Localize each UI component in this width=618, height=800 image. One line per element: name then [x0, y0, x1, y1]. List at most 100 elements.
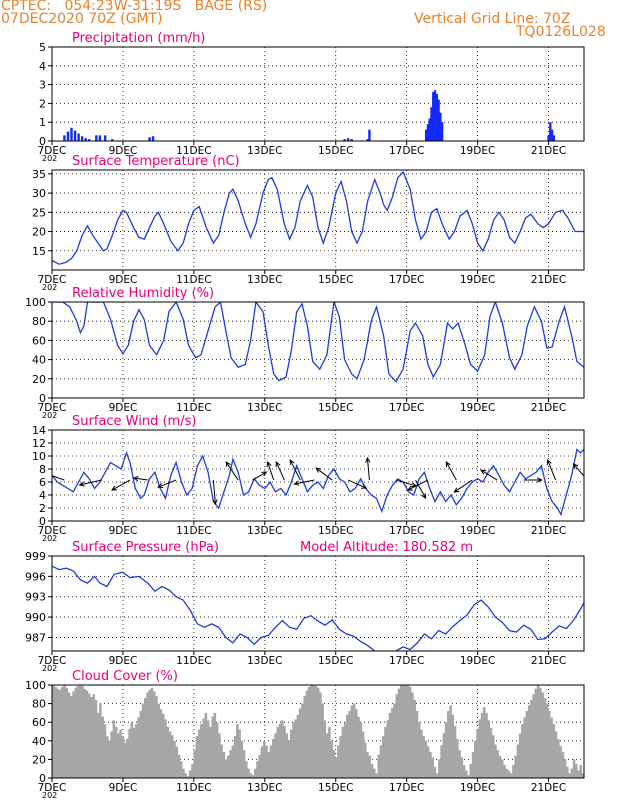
axis-year-stub: 202 — [42, 283, 57, 292]
y-tick-label: 987 — [25, 631, 46, 644]
y-tick-label: 2 — [39, 97, 46, 110]
cloud-bar — [516, 744, 520, 778]
axis-year-stub: 202 — [42, 154, 57, 163]
panel-1 — [48, 46, 585, 145]
cloud-bar — [552, 724, 556, 778]
precip-bar — [104, 135, 107, 141]
precip-bar — [70, 127, 73, 141]
cloud-bar — [566, 766, 569, 778]
wind-vector-head — [212, 499, 218, 506]
cloud-bar — [539, 687, 542, 778]
y-tick-label: 990 — [25, 611, 46, 624]
wind-vector-head — [546, 458, 552, 466]
cloud-bar — [195, 736, 199, 778]
cloud-bar — [168, 731, 172, 778]
cloud-bar — [119, 729, 122, 778]
wind-vector-head — [445, 461, 451, 468]
panel-frame — [51, 301, 585, 399]
run-date-label: 07DEC2020 70Z (GMT) — [1, 11, 163, 27]
cloud-bar — [177, 754, 181, 778]
precip-bar — [437, 99, 440, 141]
cloud-bar — [218, 733, 221, 778]
wind-vector — [225, 461, 239, 481]
precip-bar — [439, 112, 442, 141]
cloud-bar — [572, 759, 576, 778]
cloud-bar — [292, 722, 295, 778]
precip-bar — [84, 138, 87, 141]
panel-title: Surface Pressure (hPa) — [72, 540, 219, 555]
precip-bar — [63, 135, 66, 141]
cloud-bar — [343, 722, 347, 778]
cloud-bar — [56, 688, 60, 778]
wind-vector-head — [536, 477, 543, 483]
cloud-bar — [265, 745, 268, 778]
cloud-bar — [278, 724, 282, 778]
cloud-bar — [476, 729, 479, 778]
axis-year-stub: 202 — [42, 791, 57, 800]
wind-vector — [111, 479, 131, 491]
panel-title: Cloud Cover (%) — [72, 669, 178, 684]
cloud-bar — [114, 726, 118, 778]
cloud-bar — [242, 750, 246, 778]
station-header: CPTEC: 054:23W-31:19S BAGE (RS) — [1, 0, 268, 14]
x-tick-label: 11DEC — [176, 782, 211, 794]
cloud-bar — [229, 750, 232, 778]
panel-6 — [48, 684, 585, 782]
cloud-bar — [444, 722, 448, 778]
x-tick-label: 19DEC — [460, 525, 495, 537]
wind-vector-head — [406, 485, 413, 491]
precip-bar — [350, 139, 353, 141]
cloud-bar — [90, 697, 93, 778]
x-tick-label: 21DEC — [531, 402, 566, 414]
panel-title: Precipitation (mm/h) — [72, 31, 205, 46]
y-tick-label: 0 — [39, 772, 46, 785]
cloud-bar — [112, 720, 116, 778]
cloud-bar — [153, 691, 156, 778]
cloud-bar — [334, 757, 338, 778]
wind-vector — [347, 479, 367, 489]
x-tick-label: 13DEC — [247, 525, 282, 537]
cloud-bar — [478, 719, 482, 778]
wind-vector-head — [480, 469, 487, 475]
y-tick-label: 4 — [39, 489, 46, 502]
wind-vector-head — [78, 481, 85, 487]
model-id-label: TQ0126L028 — [516, 24, 606, 40]
precip-bar — [547, 135, 550, 141]
cloud-bar — [157, 703, 161, 778]
cloud-bar — [370, 764, 374, 778]
cloud-bar — [355, 709, 358, 778]
cloud-bar — [545, 703, 549, 778]
x-tick-label: 13DEC — [247, 145, 282, 157]
panel-frame — [51, 555, 585, 652]
panel-annotation: Model Altitude: 180.582 m — [300, 540, 473, 555]
wind-vector-head — [453, 487, 460, 493]
y-tick-label: 30 — [32, 187, 46, 200]
x-tick-label: 11DEC — [176, 402, 211, 414]
cloud-bar — [494, 744, 497, 778]
x-tick-label: 17DEC — [389, 525, 424, 537]
precip-bar — [432, 92, 435, 141]
wind-vector — [415, 479, 426, 499]
x-tick-label: 9DEC — [109, 525, 138, 537]
precip-bar — [550, 129, 554, 141]
panel-frame — [51, 429, 585, 522]
precip-bar — [95, 135, 98, 141]
panel-3 — [48, 301, 585, 402]
cloud-bar — [346, 714, 349, 778]
panel-frame — [51, 169, 585, 271]
cloud-bar — [415, 711, 419, 778]
precip-bar — [66, 131, 70, 141]
cloud-bar — [554, 731, 558, 778]
precip-bar — [80, 136, 84, 141]
cloud-bar — [536, 685, 540, 778]
cloud-bar — [364, 742, 367, 778]
cloud-bar — [240, 740, 244, 778]
cloud-bar — [469, 764, 473, 778]
cloud-bar — [215, 722, 219, 778]
precip-bar — [440, 122, 444, 141]
cloud-bar — [283, 725, 286, 778]
cloud-bar — [323, 720, 327, 778]
cloud-bar — [204, 712, 208, 778]
cloud-bar — [399, 685, 403, 778]
